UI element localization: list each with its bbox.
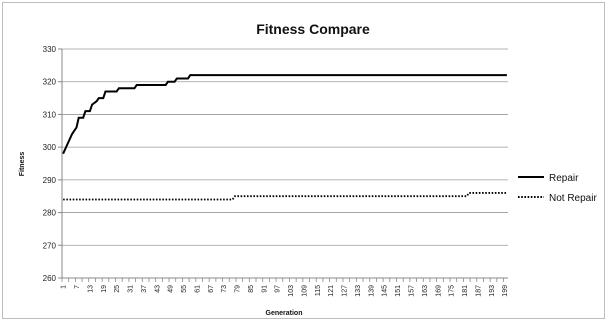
series — [62, 74, 507, 201]
x-tick-label: 151 — [395, 285, 402, 297]
x-tick-label: 13 — [87, 285, 94, 293]
x-tick-label: 133 — [355, 285, 362, 297]
x-tick-label: 181 — [462, 285, 469, 297]
y-tick-label: 290 — [43, 176, 57, 185]
x-tick-label: 73 — [221, 285, 228, 293]
y-tick-label: 270 — [43, 241, 57, 250]
x-tick-label: 145 — [382, 285, 389, 297]
x-tick-label: 91 — [261, 285, 268, 293]
x-tick-label: 127 — [342, 285, 349, 297]
x-tick-label: 97 — [275, 285, 282, 293]
series-line-not-repair — [63, 192, 507, 201]
y-tick-label: 310 — [43, 110, 57, 119]
series-line-repair — [62, 74, 507, 155]
x-tick-label: 157 — [408, 285, 415, 297]
y-tick-label: 330 — [43, 45, 57, 54]
x-tick-label: 193 — [489, 285, 496, 297]
x-tick-label: 121 — [328, 285, 335, 297]
x-tick-label: 67 — [208, 285, 215, 293]
x-tick-label: 55 — [181, 285, 188, 293]
x-tick-label: 115 — [315, 285, 322, 296]
x-tick-label: 103 — [288, 285, 295, 297]
x-tick-label: 199 — [502, 285, 509, 297]
y-tick-label: 280 — [43, 209, 57, 218]
x-tick-label: 79 — [235, 285, 242, 293]
x-tick-label: 109 — [301, 285, 308, 297]
x-tick-label: 25 — [114, 285, 121, 293]
x-tick-label: 37 — [141, 285, 148, 293]
x-tick-label: 31 — [128, 285, 135, 293]
axes — [61, 49, 508, 279]
y-axis-label: Fitness — [19, 152, 26, 177]
legend-label: Not Repair — [549, 193, 597, 204]
x-tick-label: 187 — [475, 285, 482, 297]
x-tick-label: 19 — [101, 285, 108, 293]
x-tick-label: 169 — [435, 285, 442, 297]
grid-lines — [62, 48, 508, 246]
y-tick-label: 300 — [43, 143, 57, 152]
x-tick-label: 43 — [154, 285, 161, 293]
x-tick-label: 163 — [422, 285, 429, 297]
x-tick-label: 7 — [74, 285, 81, 289]
legend-label: Repair — [549, 173, 579, 184]
x-tick-label: 49 — [168, 285, 175, 293]
chart-title: Fitness Compare — [256, 21, 370, 37]
x-tick-label: 175 — [449, 285, 456, 297]
x-tick-label: 1 — [61, 285, 68, 289]
y-tick-labels: 260 270 280 290 300 310 320 330 — [43, 45, 62, 283]
y-tick-label: 260 — [43, 274, 57, 283]
x-tick-label: 85 — [248, 285, 255, 293]
legend: Repair Not Repair — [518, 173, 597, 204]
y-tick-label: 320 — [43, 78, 57, 87]
fitness-chart: Fitness Compare 260 270 280 290 300 310 320 330… — [19, 21, 597, 317]
x-tick-label: 61 — [194, 285, 201, 293]
x-tick-label: 139 — [368, 285, 375, 297]
x-axis-label: Generation — [266, 310, 303, 317]
x-tick-labels: 1 7 13 19 25 31 37 43 49 55 61 67 73 79 85 91 97 103 109 11… — [61, 278, 509, 297]
